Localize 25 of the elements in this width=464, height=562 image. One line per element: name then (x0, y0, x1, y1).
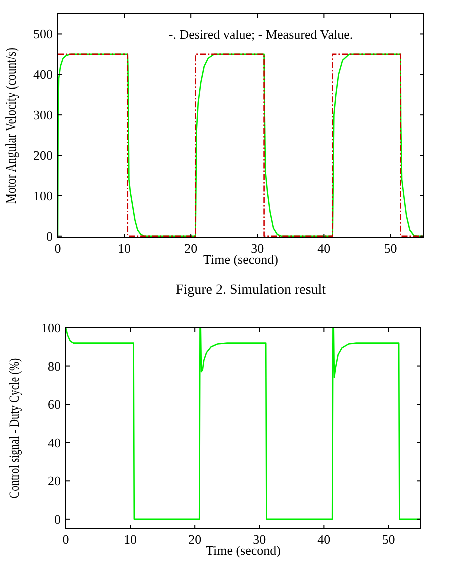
annotation: -. Desired value; - Measured Value. (168, 27, 354, 42)
y-tick-label: 60 (48, 397, 61, 412)
caption: Figure 2. Simulation result (176, 283, 326, 298)
x-tick-label: 10 (118, 241, 132, 256)
line-series (57, 54, 425, 238)
y-tick-label: 500 (34, 26, 53, 42)
x-tick-label: 50 (382, 532, 396, 547)
x-tick-label: 10 (124, 532, 138, 547)
y-axis-title: Motor Angular Velocity (count/s) (2, 48, 20, 204)
y-tick-label: 20 (48, 474, 61, 489)
y-tick-label: 0 (46, 228, 53, 244)
y-tick-label: 80 (48, 358, 61, 374)
y-tick-label: 200 (34, 148, 53, 164)
y-tick-label: 100 (34, 188, 53, 204)
y-tick-label: 100 (42, 320, 61, 336)
y-tick-label: 300 (34, 108, 53, 123)
x-tick-label: 50 (384, 241, 398, 256)
x-tick-label: 20 (188, 532, 202, 547)
x-tick-label: 40 (318, 532, 331, 547)
x-tick-label: 20 (184, 241, 198, 256)
y-axis-title: Control signal - Duty Cycle (%) (6, 358, 22, 499)
x-tick-label: 40 (318, 241, 331, 256)
y-tick-label: 400 (34, 67, 53, 82)
y-tick-label: 0 (54, 512, 61, 527)
y-tick-label: 40 (48, 435, 61, 450)
